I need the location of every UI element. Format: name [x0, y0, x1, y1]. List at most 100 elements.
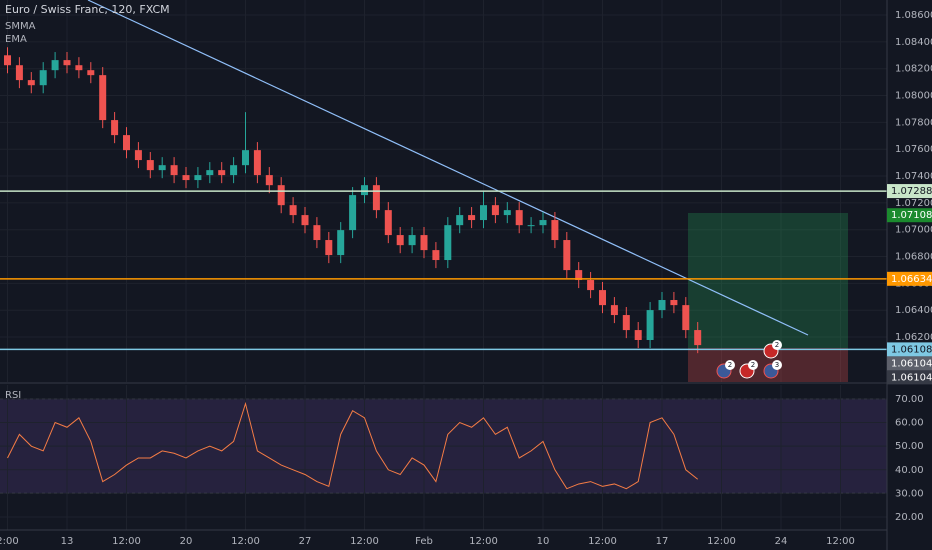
event-count: 2: [728, 361, 732, 369]
price-tag-label: 1.06104: [891, 372, 932, 383]
event-count: 3: [775, 361, 779, 369]
price-tag-label: 1.07288: [891, 186, 932, 197]
candle-body: [670, 300, 678, 306]
x-tick-label: 12:00: [826, 536, 855, 547]
candle-body: [622, 315, 630, 331]
y-tick-label: 1.08400: [895, 37, 932, 48]
price-tag: [887, 208, 932, 223]
candle-body: [99, 75, 107, 121]
rsi-title: RSI: [5, 390, 21, 401]
indicator-label: EMA: [5, 34, 27, 45]
y-tick-label: 1.07000: [895, 225, 932, 236]
x-tick-label: 17: [656, 536, 669, 547]
candle-body: [503, 210, 511, 216]
candle-body: [456, 215, 464, 226]
candle-body: [634, 330, 642, 341]
y-tick-label: 1.06400: [895, 305, 932, 316]
price-tag-label: 1.06108: [891, 344, 932, 355]
x-tick-label: 12:00: [707, 536, 736, 547]
event-icon[interactable]: 2: [716, 360, 735, 379]
candle-body: [158, 165, 166, 171]
candle-body: [146, 160, 154, 171]
marks-layer: [0, 47, 887, 490]
x-tick-label: 12:00: [112, 536, 141, 547]
candle-body: [194, 175, 202, 181]
rsi-tick-label: 30.00: [895, 488, 924, 499]
candle-body: [551, 220, 559, 241]
candle-body: [384, 210, 392, 236]
rsi-tick-label: 50.00: [895, 441, 924, 452]
event-icon[interactable]: 3: [763, 360, 782, 379]
candle-body: [253, 150, 261, 176]
candle-body: [182, 175, 190, 181]
price-tag: [887, 184, 932, 199]
background-layer: [0, 0, 887, 530]
candle-body: [432, 250, 440, 261]
y-tick-label: 1.07200: [895, 198, 932, 209]
candle-body: [646, 310, 654, 341]
candle-body: [575, 270, 583, 281]
rsi-tick-label: 60.00: [895, 418, 924, 429]
profit-zone: [688, 213, 848, 348]
candle-body: [658, 300, 666, 311]
chart-title: Euro / Swiss Franc, 120, FXCM: [5, 3, 170, 16]
y-tick-label: 1.06200: [895, 332, 932, 343]
trend-line: [87, 0, 809, 336]
rsi-tick-label: 40.00: [895, 465, 924, 476]
candle-body: [599, 290, 606, 306]
candle-body: [75, 65, 83, 71]
candle-body: [27, 80, 35, 86]
rsi-line: [7, 401, 699, 490]
candle-body: [349, 195, 357, 231]
x-tick-label: 24: [775, 536, 788, 547]
event-icon[interactable]: 2: [739, 360, 758, 379]
candle-body: [87, 70, 95, 76]
rsi-tick-label: 70.00: [895, 394, 924, 405]
candle-body: [218, 170, 226, 176]
candle-body: [527, 225, 535, 227]
candle-body: [610, 305, 618, 316]
candle-body: [587, 280, 595, 291]
y-tick-label: 1.07800: [895, 117, 932, 128]
candle-body: [51, 60, 59, 71]
candle-body: [480, 205, 487, 221]
candle-body: [694, 330, 702, 346]
candle-body: [39, 70, 47, 86]
event-count: 2: [775, 341, 779, 349]
candle-body: [242, 150, 249, 166]
candle-body: [325, 240, 333, 256]
y-tick-label: 1.08000: [895, 91, 932, 102]
candle-body: [230, 165, 238, 176]
candle-body: [361, 185, 368, 196]
candle-body: [372, 185, 380, 211]
y-tick-label: 1.08600: [895, 10, 932, 21]
x-tick-label: 20: [180, 536, 193, 547]
x-tick-label: 10: [537, 536, 550, 547]
x-tick-label: Feb: [415, 536, 433, 547]
price-tag-label: 1.07108: [891, 210, 932, 221]
candle-body: [337, 230, 345, 256]
candle-body: [4, 55, 11, 66]
candle-body: [15, 65, 23, 81]
candle-body: [265, 175, 273, 186]
candle-body: [123, 135, 130, 151]
candle-body: [63, 60, 71, 66]
x-tick-label: 12:00: [588, 536, 617, 547]
event-icon[interactable]: 2: [763, 340, 782, 359]
candle-body: [289, 205, 297, 216]
x-tick-label: 12:00: [469, 536, 498, 547]
candle-body: [515, 210, 523, 226]
event-count: 2: [751, 361, 755, 369]
candle-body: [396, 235, 404, 246]
x-tick-label: 12:00: [350, 536, 379, 547]
price-tag-label: 1.06634: [891, 274, 932, 285]
candle-body: [111, 120, 119, 136]
x-tick-label: 13: [61, 536, 74, 547]
price-tag-label: 1.06104: [891, 358, 932, 369]
x-tick-label: 12:00: [231, 536, 260, 547]
y-tick-label: 1.06800: [895, 252, 932, 263]
candle-body: [408, 235, 416, 246]
x-tick-label: 2:00: [0, 536, 19, 547]
candle-body: [134, 150, 142, 161]
